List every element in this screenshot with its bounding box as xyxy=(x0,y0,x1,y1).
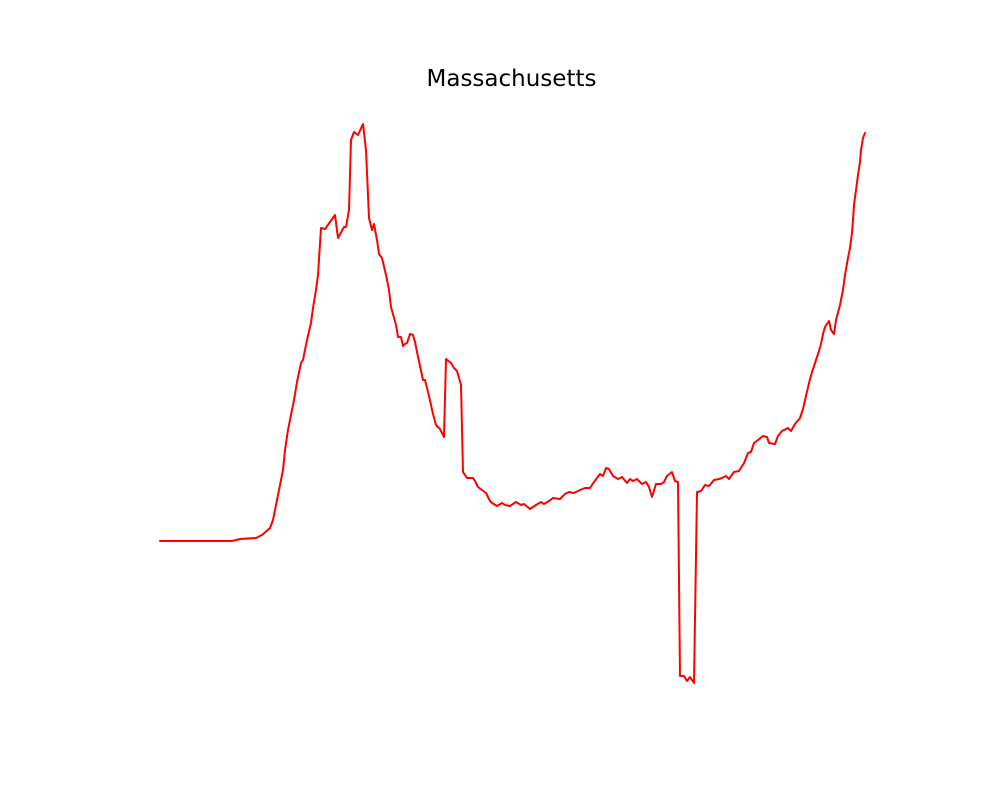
series-line-0 xyxy=(159,123,866,684)
chart-title: Massachusetts xyxy=(426,66,597,92)
